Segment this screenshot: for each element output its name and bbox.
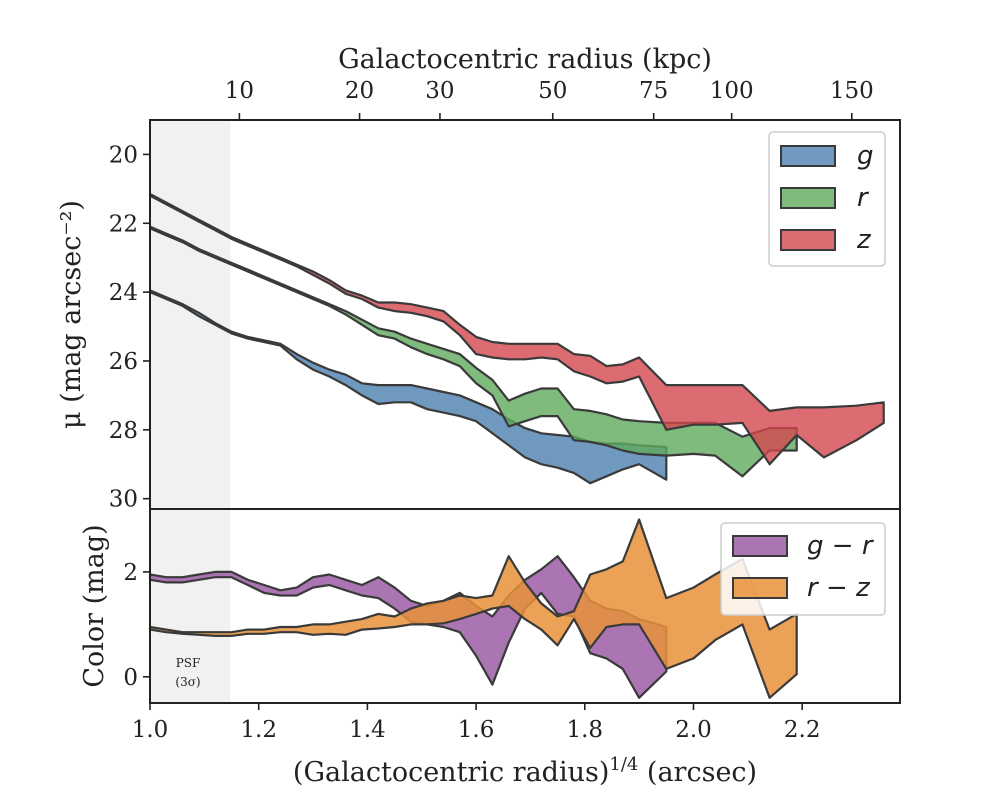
top-legend: grz bbox=[768, 131, 886, 267]
series-band-g bbox=[148, 289, 668, 485]
psf-label-line2: (3σ) bbox=[175, 675, 200, 689]
top-x-tick-label: 100 bbox=[710, 78, 754, 104]
color-band-g−r bbox=[148, 555, 668, 699]
x-axis-title-base: (Galactocentric radius) bbox=[293, 757, 609, 788]
legend-label-r−z: r − z bbox=[807, 573, 871, 603]
series-band-z bbox=[148, 192, 885, 466]
color-series bbox=[148, 518, 798, 699]
top-x-tick-label: 150 bbox=[830, 78, 874, 104]
top-x-axis-title: Galactocentric radius (kpc) bbox=[338, 44, 712, 75]
legend-label-g: g bbox=[857, 141, 874, 171]
psf-shaded-region-bottom bbox=[150, 509, 231, 703]
x-axis-title-superscript: 1/4 bbox=[609, 754, 638, 775]
legend-label-g−r: g − r bbox=[807, 531, 875, 561]
legend-swatch-z bbox=[780, 229, 836, 251]
top-x-tick-label: 50 bbox=[538, 78, 567, 104]
y-tick-label: 28 bbox=[109, 418, 138, 444]
top-y-axis-title-base: μ (mag arcsec⁻²) bbox=[56, 200, 87, 429]
bottom-y-tick-label: 2 bbox=[123, 560, 138, 586]
color-band-r−z bbox=[148, 518, 798, 699]
y-tick-label: 24 bbox=[109, 280, 138, 306]
bottom-x-axis-ticks: 1.0 1.2 1.4 1.6 1.8 2.0 2.2 bbox=[132, 703, 821, 743]
color-panel: 02 1.0 1.2 1.4 1.6 1.8 2.0 2.2 PSF (3σ) (Galac… bbox=[79, 508, 901, 788]
y-tick-label: 20 bbox=[109, 142, 138, 168]
legend-swatch-g bbox=[780, 145, 836, 167]
psf-label-line1: PSF bbox=[176, 656, 201, 670]
x-tick-label: 1.6 bbox=[458, 717, 495, 743]
x-axis-title-tail: (arcsec) bbox=[638, 757, 757, 788]
top-secondary-x-axis-ticks: 10 20 30 50 75 100 150 bbox=[225, 78, 874, 120]
psf-shaded-region bbox=[150, 120, 231, 509]
x-tick-label: 1.4 bbox=[349, 717, 386, 743]
bottom-legend: g − r r − z bbox=[720, 522, 886, 616]
legend-swatch-g−r bbox=[732, 535, 788, 557]
surface-brightness-panel: 20 22 24 26 28 30 10 20 30 50 75 100 150 Galactocen… bbox=[56, 44, 901, 513]
x-tick-label: 1.0 bbox=[132, 717, 169, 743]
bottom-y-tick-label: 0 bbox=[123, 665, 138, 691]
legend-label-z: z bbox=[856, 225, 872, 255]
legend-swatch-r−z bbox=[732, 577, 788, 599]
y-tick-label: 26 bbox=[109, 349, 138, 375]
bottom-x-axis-title: (Galactocentric radius)1/4 (arcsec) bbox=[293, 754, 757, 788]
y-tick-label: 22 bbox=[109, 211, 138, 237]
bottom-plot-frame bbox=[149, 508, 901, 704]
series-band-r bbox=[148, 225, 798, 478]
bottom-y-axis-title: Color (mag) bbox=[79, 524, 110, 687]
top-x-tick-label: 20 bbox=[345, 78, 374, 104]
x-tick-label: 2.2 bbox=[784, 717, 821, 743]
top-y-axis-title: μ (mag arcsec⁻²) bbox=[56, 200, 87, 429]
top-x-tick-label: 10 bbox=[225, 78, 254, 104]
x-tick-label: 1.8 bbox=[566, 717, 603, 743]
x-tick-label: 1.2 bbox=[240, 717, 277, 743]
x-tick-label: 2.0 bbox=[675, 717, 712, 743]
top-y-axis-ticks: 20 22 24 26 28 30 bbox=[109, 142, 150, 513]
y-tick-label: 30 bbox=[109, 487, 138, 513]
surface-brightness-series bbox=[148, 192, 885, 485]
top-x-tick-label: 30 bbox=[425, 78, 454, 104]
bottom-y-axis-ticks: 02 bbox=[123, 560, 150, 691]
legend-label-r: r bbox=[857, 183, 870, 213]
legend-swatch-r bbox=[780, 187, 836, 209]
top-x-tick-label: 75 bbox=[639, 78, 668, 104]
